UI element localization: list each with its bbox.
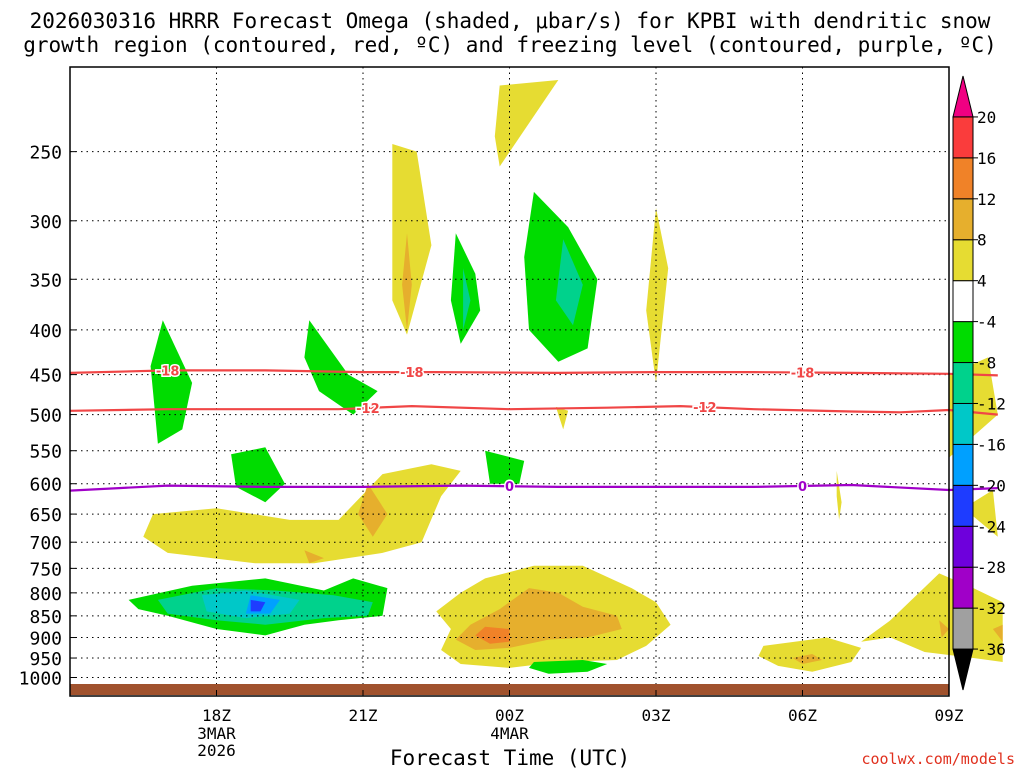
colorbar-label-4: -20 xyxy=(977,476,1006,495)
x-tick-date-18Z: 3MAR xyxy=(197,724,236,743)
contour-layer: -18 -18 -18 -12 -12 0 0 xyxy=(69,363,998,497)
contour-line-1 xyxy=(69,404,998,416)
colorbar-label-13: 20 xyxy=(977,108,996,127)
colorbar-box-5 xyxy=(952,443,974,486)
omega-region-9 xyxy=(304,320,378,415)
colorbar-label-11: 12 xyxy=(977,190,996,209)
x-tick-label-06Z: 06Z xyxy=(788,706,817,725)
y-tick-label-700: 700 xyxy=(29,533,62,554)
credit-text: coolwx.com/models xyxy=(861,750,1015,768)
x-tick-label-21Z: 21Z xyxy=(349,706,378,725)
colorbar: -36 -32 -28 -24 -20 -16 -12 -8 -4 4 8 12 16 20 xyxy=(952,75,1006,691)
x-tick-year-18Z: 2026 xyxy=(197,741,236,760)
colorbar-label-10: 8 xyxy=(977,231,987,250)
omega-region-12 xyxy=(555,406,569,430)
omega-shading-layer xyxy=(128,80,1003,674)
colorbar-arrow-bottom xyxy=(952,648,974,691)
contour-label-0-1: -18 xyxy=(400,366,424,381)
y-tick-label-400: 400 xyxy=(29,321,62,342)
contour-label-0-2: -18 xyxy=(791,366,815,381)
gridlines xyxy=(70,67,950,696)
colorbar-box-6 xyxy=(952,402,974,445)
omega-region-0 xyxy=(494,80,559,167)
colorbar-box-2 xyxy=(952,566,974,609)
y-tick-label-1000: 1000 xyxy=(19,668,62,689)
contour-label-0-0: -18 xyxy=(156,364,180,379)
x-tick-label-00Z: 00Z xyxy=(495,706,524,725)
colorbar-box-12 xyxy=(952,157,974,200)
colorbar-arrow-top xyxy=(952,75,974,118)
colorbar-label-3: -24 xyxy=(977,517,1006,536)
colorbar-box-4 xyxy=(952,484,974,527)
chart-title-line-2: growth region (contoured, red, ºC) and f… xyxy=(23,33,997,57)
colorbar-label-5: -16 xyxy=(977,435,1006,454)
omega-region-1 xyxy=(392,144,432,335)
contour-line-0 xyxy=(69,369,998,377)
colorbar-box-10 xyxy=(952,239,974,282)
colorbar-label-7: -8 xyxy=(977,354,996,373)
omega-region-7 xyxy=(646,207,669,383)
x-tick-label-09Z: 09Z xyxy=(935,706,964,725)
omega-region-27 xyxy=(529,660,608,674)
colorbar-label-12: 16 xyxy=(977,149,996,168)
omega-region-11 xyxy=(963,490,998,537)
omega-region-29 xyxy=(792,654,822,664)
y-tick-label-300: 300 xyxy=(29,212,62,233)
omega-region-23 xyxy=(250,599,266,612)
omega-region-26 xyxy=(475,626,510,644)
colorbar-box-9 xyxy=(952,280,974,323)
x-tick-label-18Z: 18Z xyxy=(202,706,231,725)
y-tick-label-550: 550 xyxy=(29,442,62,463)
y-tick-label-500: 500 xyxy=(29,406,62,427)
terrain-bar xyxy=(70,684,949,695)
omega-region-17 xyxy=(304,550,324,564)
y-tick-label-650: 650 xyxy=(29,505,62,526)
colorbar-box-3 xyxy=(952,525,974,568)
y-axis: 2503003504004505005506006507007508008509… xyxy=(19,143,76,689)
colorbar-label-0: -36 xyxy=(977,640,1006,659)
omega-region-32 xyxy=(992,624,1003,642)
colorbar-label-2: -28 xyxy=(977,558,1006,577)
omega-region-4 xyxy=(463,268,471,330)
x-axis-label: Forecast Time (UTC) xyxy=(390,746,630,768)
colorbar-box-8 xyxy=(952,321,974,364)
colorbar-box-13 xyxy=(952,116,974,159)
omega-region-18 xyxy=(836,470,842,520)
contour-label-2-0: 0 xyxy=(505,480,514,495)
colorbar-box-7 xyxy=(952,362,974,404)
y-tick-label-950: 950 xyxy=(29,649,62,670)
contour-label-1-1: -12 xyxy=(693,401,717,416)
y-tick-label-250: 250 xyxy=(29,143,62,164)
x-tick-date-00Z: 4MAR xyxy=(490,724,529,743)
y-tick-label-350: 350 xyxy=(29,270,62,291)
y-tick-label-600: 600 xyxy=(29,475,62,496)
y-tick-label-900: 900 xyxy=(29,629,62,650)
colorbar-label-6: -12 xyxy=(977,394,1006,413)
colorbar-label-9: 4 xyxy=(977,272,987,291)
contour-label-1-0: -12 xyxy=(356,402,380,417)
contour-label-2-1: 0 xyxy=(798,480,807,495)
colorbar-box-1 xyxy=(952,607,974,650)
colorbar-label-8: -4 xyxy=(977,313,996,332)
omega-region-14 xyxy=(231,447,285,503)
contour-line-2 xyxy=(69,483,998,492)
colorbar-label-1: -32 xyxy=(977,599,1006,618)
chart-title-line-1: 2026030316 HRRR Forecast Omega (shaded, … xyxy=(30,9,991,33)
x-tick-label-03Z: 03Z xyxy=(642,706,671,725)
omega-region-13 xyxy=(485,450,525,484)
y-tick-label-800: 800 xyxy=(29,584,62,605)
plot-area: -18 -18 -18 -12 -12 0 0 xyxy=(69,66,1003,697)
omega-region-6 xyxy=(555,239,583,326)
y-tick-label-750: 750 xyxy=(29,559,62,580)
y-tick-label-850: 850 xyxy=(29,607,62,628)
omega-region-31 xyxy=(939,620,949,638)
colorbar-box-11 xyxy=(952,198,974,241)
omega-region-15 xyxy=(143,464,461,564)
y-tick-label-450: 450 xyxy=(29,366,62,387)
omega-region-2 xyxy=(402,233,412,330)
omega-region-16 xyxy=(358,483,388,537)
omega-region-8 xyxy=(150,320,193,444)
